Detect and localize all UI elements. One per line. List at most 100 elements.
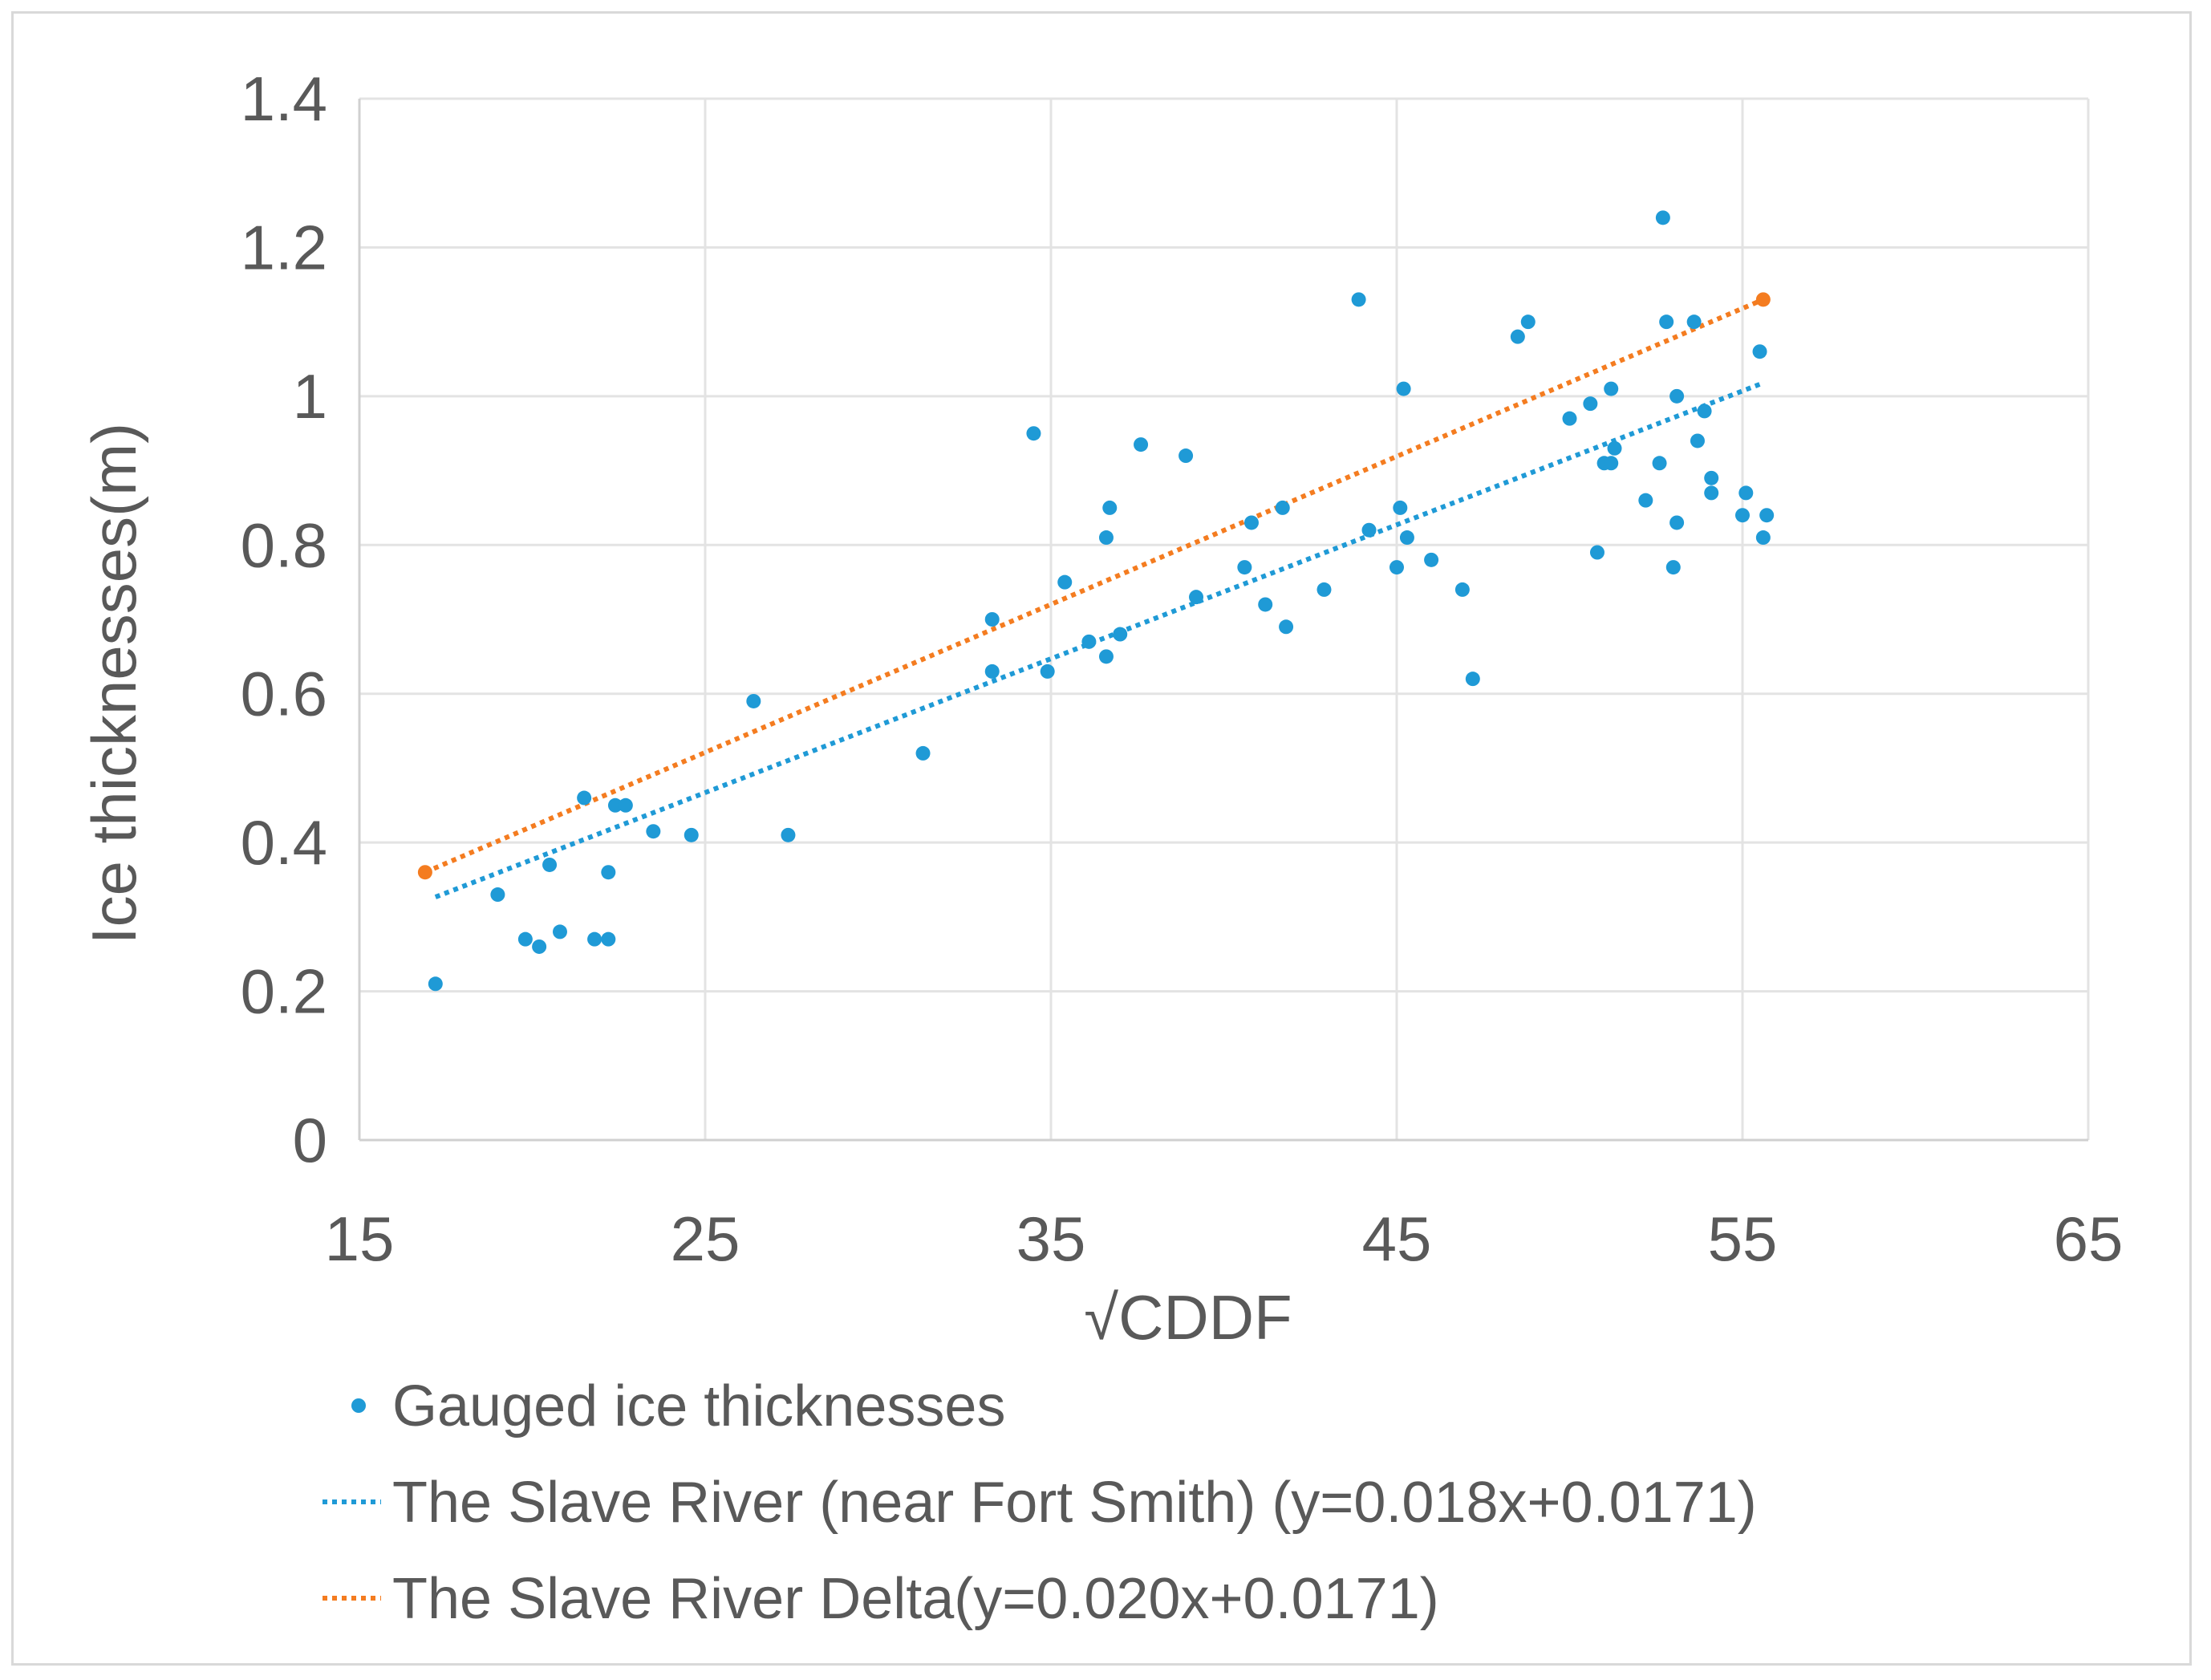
data-point	[618, 797, 633, 813]
data-point	[1351, 292, 1366, 307]
legend-item-fort-smith: The Slave River (near Fort Smith) (y=0.0…	[392, 1471, 1757, 1535]
data-point	[1669, 388, 1685, 404]
data-point	[1098, 530, 1114, 546]
axes	[358, 99, 2088, 1142]
data-point	[428, 976, 443, 992]
data-point	[1659, 314, 1674, 330]
data-point	[781, 827, 796, 842]
data-point	[1738, 485, 1754, 501]
x-tick-label: 25	[671, 1203, 740, 1274]
data-point	[517, 931, 533, 947]
data-points	[428, 210, 1775, 992]
data-point	[1752, 344, 1767, 359]
y-tick-label: 0.2	[241, 956, 327, 1027]
x-axis-title: √CDDF	[1084, 1282, 1292, 1353]
data-point	[1704, 470, 1719, 485]
data-point	[1258, 597, 1273, 612]
data-point	[1704, 485, 1719, 501]
data-point	[1098, 649, 1114, 664]
data-point	[1562, 411, 1577, 426]
delta-endpoint	[417, 865, 432, 880]
data-point	[1026, 426, 1041, 441]
y-tick-label: 0.4	[241, 807, 327, 878]
data-point	[1275, 500, 1290, 515]
data-point	[490, 887, 505, 903]
legend: Gauged ice thicknesses The Slave River (n…	[323, 1374, 1757, 1631]
scatter-chart: 0 0.2 0.4 0.6 0.8 1 1.2 1.4 15 25 35 45 55 65 √CDDF I…	[79, 63, 2124, 1631]
data-point	[984, 612, 1000, 627]
y-axis-title: Ice thicknesses(m)	[79, 423, 149, 944]
data-point	[1361, 522, 1377, 538]
data-point	[1669, 515, 1685, 530]
data-point	[1279, 619, 1294, 635]
delta-trendline	[424, 297, 1765, 874]
data-point	[1102, 500, 1118, 515]
y-tick-label: 0	[293, 1105, 327, 1175]
data-point	[915, 745, 931, 761]
y-tick-label: 1.2	[241, 212, 327, 282]
data-point	[1424, 552, 1439, 567]
data-point	[684, 827, 699, 842]
data-point	[1393, 500, 1408, 515]
x-tick-label: 15	[325, 1203, 395, 1274]
data-point	[1189, 590, 1204, 605]
data-point	[1057, 574, 1073, 590]
data-point	[1134, 437, 1149, 452]
x-tick-label: 55	[1708, 1203, 1778, 1274]
data-point	[1735, 508, 1750, 523]
y-tick-label: 1.4	[241, 63, 327, 134]
data-point	[587, 931, 602, 947]
legend-marker	[351, 1398, 366, 1413]
data-point	[601, 931, 616, 947]
data-point	[1652, 456, 1667, 471]
legend-item-gauged: Gauged ice thicknesses	[392, 1374, 1005, 1439]
x-tick-label: 35	[1016, 1203, 1086, 1274]
data-point	[607, 797, 623, 813]
chart-frame: 0 0.2 0.4 0.6 0.8 1 1.2 1.4 15 25 35 45 55 65 √CDDF I…	[11, 11, 2192, 1666]
data-point	[1081, 634, 1097, 649]
data-point	[1697, 404, 1712, 419]
data-point	[1454, 582, 1470, 597]
delta-endpoint	[1755, 292, 1771, 307]
data-point	[1389, 560, 1404, 575]
y-tick-label: 1	[293, 361, 327, 432]
data-point	[1510, 329, 1525, 344]
trendlines	[417, 292, 1771, 899]
data-point	[577, 790, 592, 806]
data-point	[1396, 381, 1411, 396]
x-tick-label: 45	[1362, 1203, 1432, 1274]
data-point	[1655, 210, 1670, 225]
data-point	[552, 924, 567, 939]
data-point	[1759, 508, 1775, 523]
data-point	[1604, 381, 1619, 396]
data-point	[1665, 560, 1681, 575]
data-point	[1113, 627, 1128, 642]
data-point	[1755, 530, 1771, 546]
data-point	[984, 663, 1000, 679]
data-point	[746, 693, 761, 708]
fort-smith-trendline	[434, 380, 1764, 899]
data-point	[532, 939, 547, 954]
x-tick-label: 65	[2054, 1203, 2124, 1274]
data-point	[1638, 493, 1653, 508]
data-point	[1607, 440, 1622, 456]
y-tick-label: 0.8	[241, 509, 327, 580]
data-point	[1243, 515, 1259, 530]
data-point	[601, 865, 616, 880]
gridlines	[359, 97, 2090, 1140]
tick-labels: 0 0.2 0.4 0.6 0.8 1 1.2 1.4 15 25 35 45 55 65	[241, 63, 2124, 1274]
data-point	[1690, 433, 1705, 448]
data-point	[1604, 456, 1619, 471]
data-point	[1520, 314, 1536, 330]
data-point	[646, 824, 661, 839]
data-point	[1040, 663, 1055, 679]
data-point	[1589, 545, 1604, 560]
data-point	[1686, 314, 1702, 330]
data-point	[1399, 530, 1414, 546]
data-point	[542, 857, 558, 872]
data-point	[1237, 560, 1252, 575]
legend-item-delta: The Slave River Delta(y=0.020x+0.0171)	[392, 1567, 1439, 1631]
data-point	[1179, 448, 1194, 464]
data-point	[1316, 582, 1332, 597]
data-point	[1583, 396, 1598, 412]
